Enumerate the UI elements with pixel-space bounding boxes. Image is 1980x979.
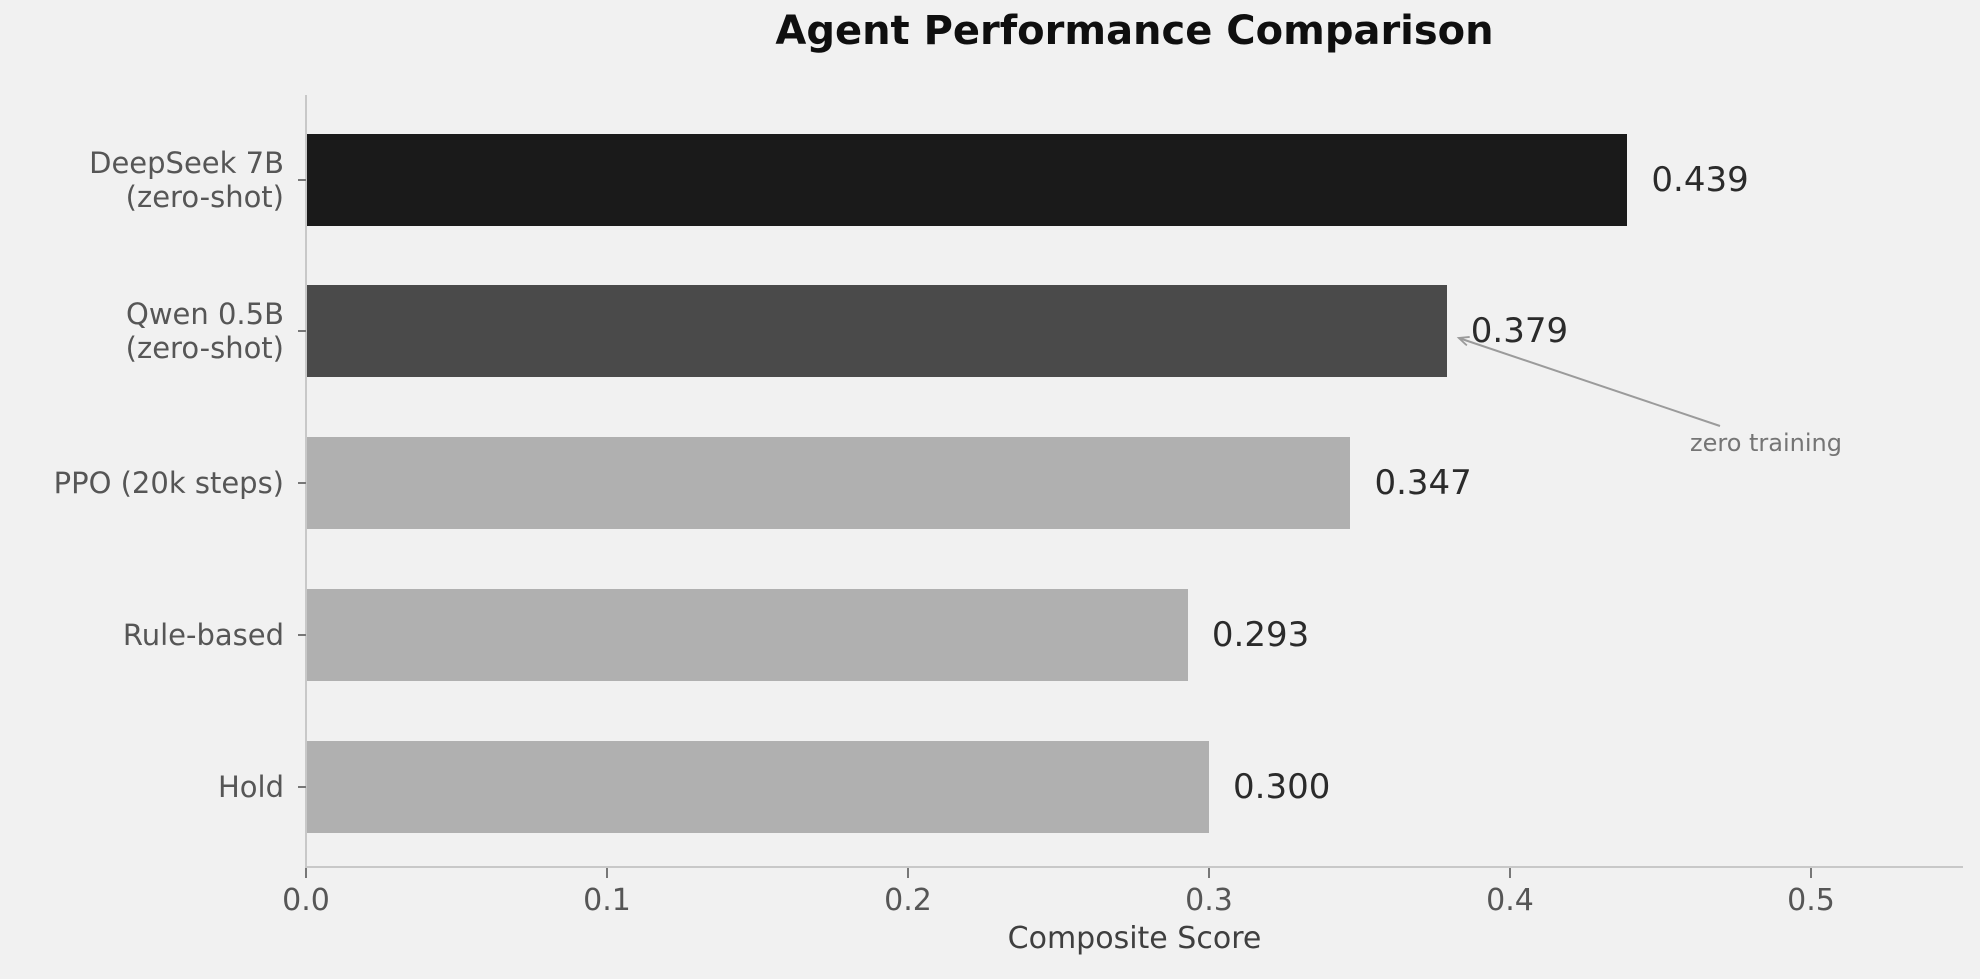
bar-value-label: 0.439 — [1651, 159, 1749, 200]
bar — [307, 741, 1209, 834]
x-axis-spine — [305, 866, 1963, 868]
bar — [307, 437, 1351, 530]
x-tick-mark — [1509, 868, 1511, 878]
x-tick-mark — [907, 868, 909, 878]
x-tick-label: 0.4 — [1486, 883, 1534, 918]
chart-title: Agent Performance Comparison — [775, 8, 1494, 54]
x-tick-label: 0.3 — [1185, 883, 1233, 918]
y-tick-mark — [298, 330, 306, 333]
bar-value-label: 0.379 — [1470, 311, 1569, 352]
x-axis-title: Composite Score — [1007, 921, 1262, 956]
x-tick-mark — [1810, 868, 1812, 878]
bar-value-label: 0.300 — [1233, 767, 1331, 808]
category-label: Qwen 0.5B (zero-shot) — [125, 297, 284, 366]
bar-value-label: 0.347 — [1374, 463, 1472, 504]
bar — [307, 589, 1188, 682]
x-tick-label: 0.5 — [1787, 883, 1835, 918]
y-tick-mark — [298, 178, 306, 181]
x-tick-label: 0.0 — [282, 883, 330, 918]
category-label: Hold — [217, 770, 284, 805]
x-tick-label: 0.1 — [583, 883, 631, 918]
y-tick-mark — [298, 786, 306, 789]
x-tick-mark — [606, 868, 608, 878]
y-tick-mark — [298, 634, 306, 637]
bar — [307, 285, 1447, 378]
x-tick-label: 0.2 — [884, 883, 932, 918]
category-label: PPO (20k steps) — [53, 466, 284, 501]
category-label: DeepSeek 7B (zero-shot) — [89, 145, 284, 214]
category-label: Rule-based — [122, 618, 284, 653]
y-axis-spine — [305, 95, 307, 868]
bar-value-label: 0.293 — [1211, 615, 1310, 656]
y-tick-mark — [298, 482, 306, 485]
bar — [307, 133, 1628, 226]
x-tick-mark — [1208, 868, 1210, 878]
x-tick-mark — [305, 868, 307, 878]
annotation-label: zero training — [1690, 429, 1842, 457]
